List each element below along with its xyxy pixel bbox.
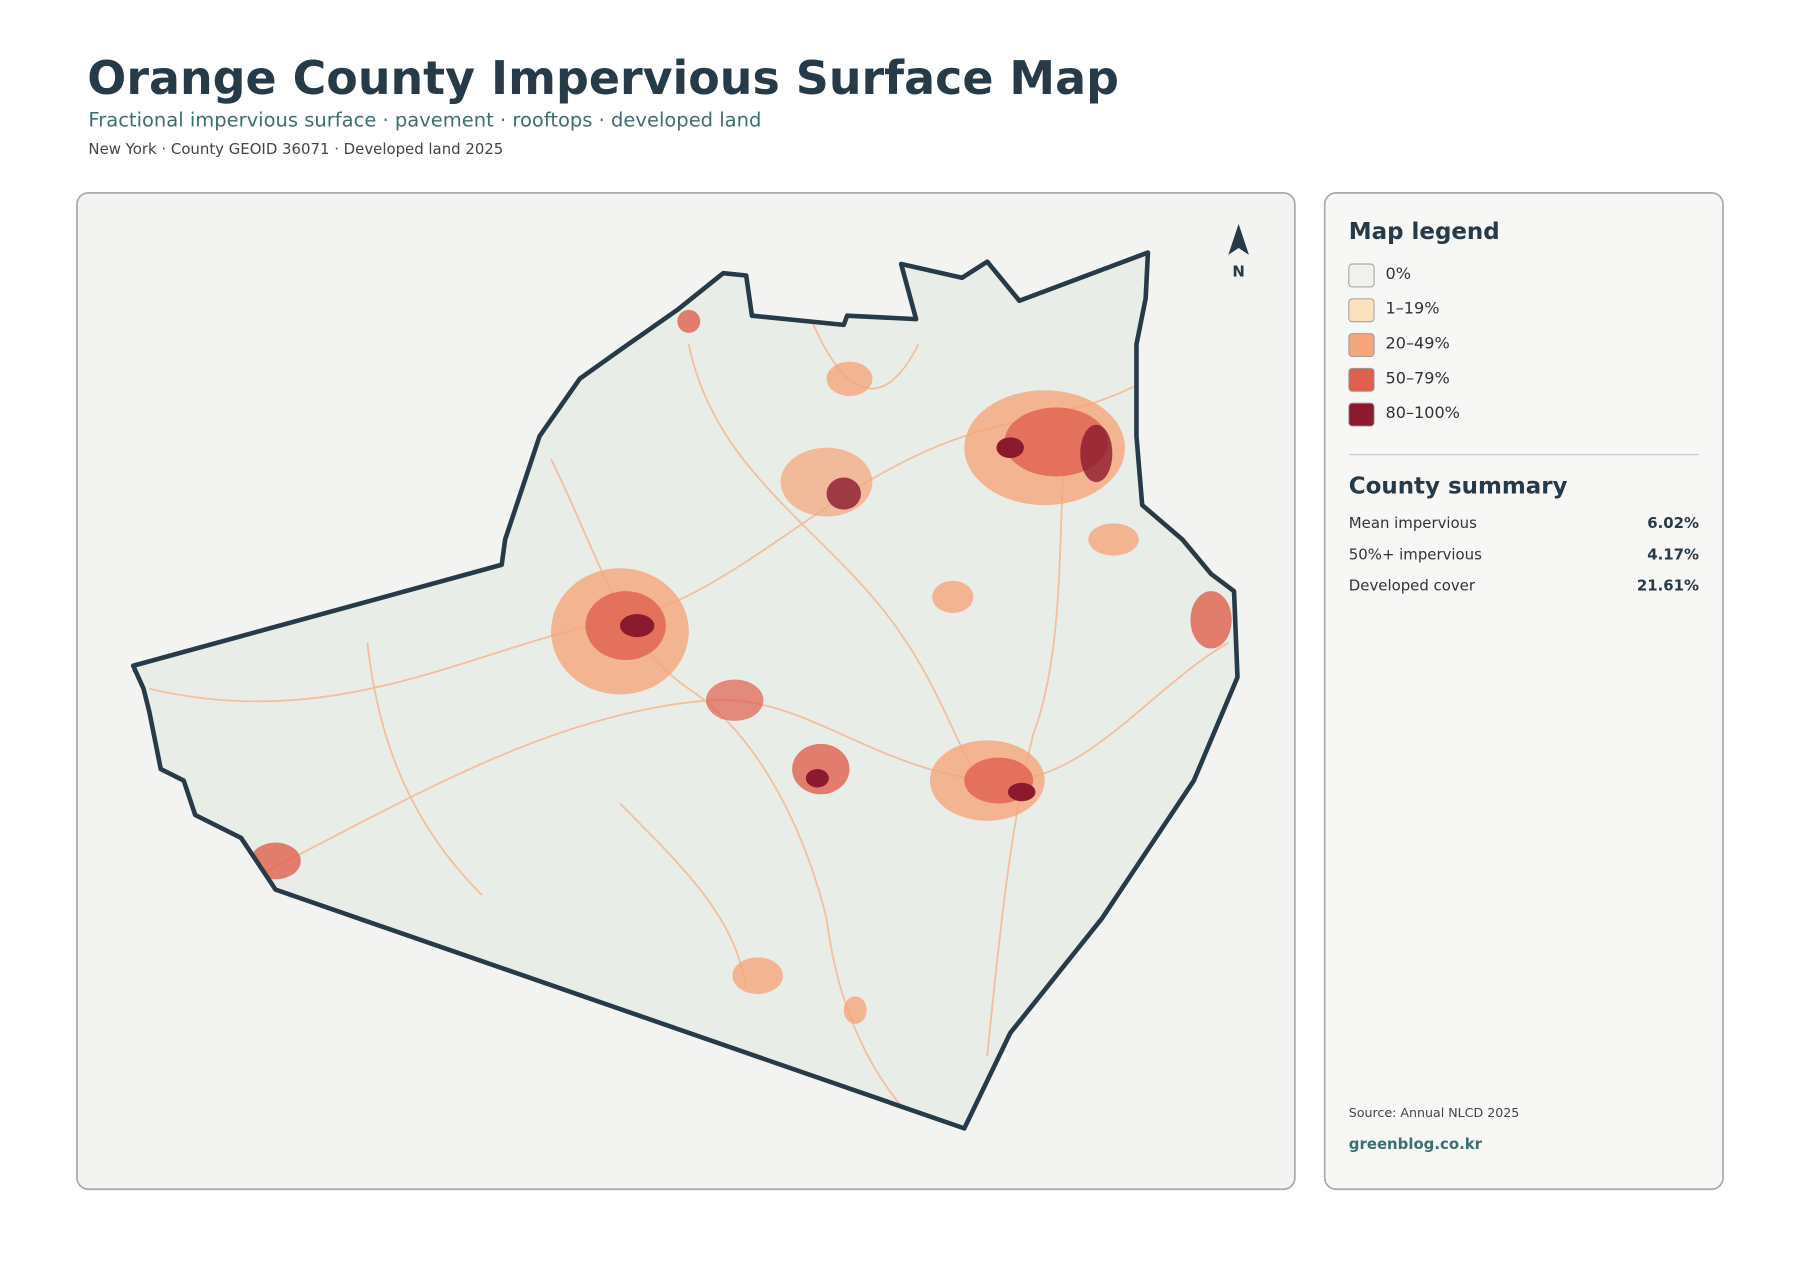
summary: Mean impervious 6.02% 50%+ impervious 4.17%… [1349, 514, 1699, 595]
summary-value: 21.61% [1637, 577, 1699, 595]
legend-title: Map legend [1349, 219, 1500, 245]
legend-label: 20–49% [1386, 333, 1450, 352]
subtitle: Fractional impervious surface · pavement… [88, 108, 761, 131]
legend-swatch [1348, 298, 1375, 323]
county-outline [130, 250, 1240, 1131]
legend-swatch [1348, 367, 1375, 392]
legend-label: 0% [1386, 264, 1411, 283]
legend-label: 50–79% [1386, 368, 1450, 387]
summary-title: County summary [1349, 474, 1568, 500]
legend-swatch [1348, 402, 1375, 427]
summary-value: 4.17% [1647, 545, 1699, 563]
summary-label: Developed cover [1349, 577, 1476, 595]
side-panel [1323, 191, 1724, 1191]
summary-value: 6.02% [1647, 514, 1699, 532]
county-fill [133, 252, 1238, 1129]
meta: New York · County GEOID 36071 · Develope… [88, 140, 503, 158]
urban-areas [250, 309, 1232, 1024]
site: greenblog.co.kr [1349, 1135, 1483, 1153]
summary-label: 50%+ impervious [1349, 545, 1482, 563]
legend-label: 80–100% [1386, 403, 1460, 422]
summary-label: Mean impervious [1349, 514, 1477, 532]
legend: 0% 1–19% 20–49% 50–79% 80–100% [1348, 263, 1460, 427]
legend-label: 1–19% [1386, 299, 1440, 318]
north-arrow [1228, 223, 1249, 255]
title: Orange County Impervious Surface Map [87, 51, 1119, 105]
map: N [130, 223, 1249, 1131]
legend-swatch [1348, 263, 1375, 288]
north-label: N [1232, 263, 1244, 281]
legend-swatch [1348, 333, 1375, 357]
source: Source: Annual NLCD 2025 [1349, 1105, 1519, 1120]
impervious-layer [149, 298, 1232, 1126]
